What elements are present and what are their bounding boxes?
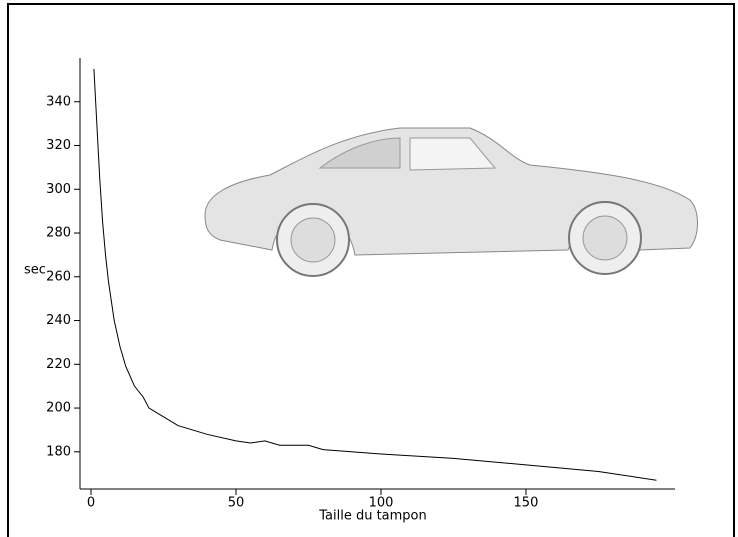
- chart: Taille du tampon sec 0 50 100 150 180 200 220 2…: [0, 0, 738, 537]
- y-axis-label: sec: [24, 263, 46, 278]
- y-tick-label: 200: [46, 401, 71, 416]
- car-image: [205, 128, 698, 276]
- y-tick-label: 340: [46, 94, 71, 109]
- x-tick-label: 150: [514, 496, 539, 511]
- y-tick-label: 280: [46, 226, 71, 241]
- x-tick-label: 50: [228, 496, 245, 511]
- y-tick-label: 260: [46, 269, 71, 284]
- x-tick-label: 0: [87, 496, 95, 511]
- frame: [8, 4, 734, 537]
- x-tick-label: 100: [369, 496, 394, 511]
- y-tick-label: 220: [46, 357, 71, 372]
- y-tick-label: 240: [46, 313, 71, 328]
- x-axis-label: Taille du tampon: [318, 509, 427, 524]
- line-series: [94, 69, 657, 480]
- y-tick-label: 180: [46, 444, 71, 459]
- y-tick-label: 300: [46, 182, 71, 197]
- y-tick-label: 320: [46, 138, 71, 153]
